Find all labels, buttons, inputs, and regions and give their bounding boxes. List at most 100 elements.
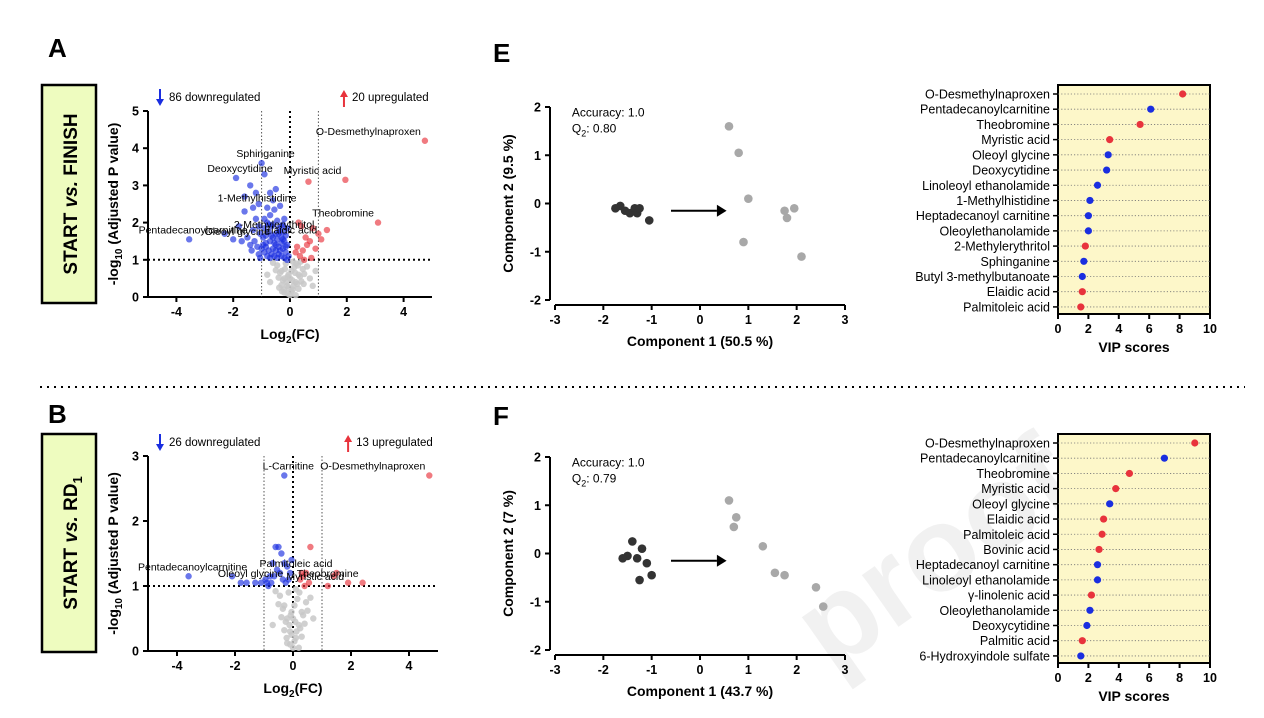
point-downregulated [281,472,288,479]
point-downregulated [288,556,295,564]
up-arrow-icon [339,90,348,97]
vip-feature-label: Pentadecanoylcarnitine [920,452,1050,466]
y-tick-label: 2 [132,216,139,230]
point-not-significant [272,588,279,595]
x-tick-label: -2 [598,313,609,327]
point-downregulated [269,560,276,567]
vip-score-point [1191,439,1199,447]
vip-score-point [1080,257,1088,265]
point-not-significant [278,614,285,621]
sample-point-start [637,544,647,553]
vip-score-point [1077,303,1085,311]
x-tick-label: -4 [171,659,182,673]
x-tick-label: 4 [406,659,413,673]
vip-score-point [1086,606,1094,614]
vip-feature-label: Linoleoyl ethanolamide [922,573,1050,587]
point-annotation: Pentadecanoylcarnitine [138,561,247,573]
point-upregulated [306,238,314,245]
point-upregulated [359,579,366,586]
point-upregulated [297,576,304,583]
point-not-significant [283,278,290,286]
panel-letter-e: E [493,38,510,68]
x-tick-label: 2 [793,663,800,677]
point-not-significant [302,599,310,606]
vip-score-point [1160,454,1168,462]
point-upregulated [315,230,322,237]
point-downregulated [251,238,258,245]
point-downregulated [278,550,285,557]
x-tick-label: 0 [697,663,704,677]
sample-point-end [729,522,739,532]
sample-point-end [739,237,748,247]
point-upregulated [312,245,319,252]
y-axis-title: Component 2 (7 %) [500,490,516,617]
point-annotation: O-Desmethylnaproxen [320,461,425,473]
point-annotation: Myristic acid [286,571,344,583]
point-downregulated [249,204,257,211]
point-downregulated [269,234,277,241]
point-not-significant [292,291,299,299]
point-downregulated [238,238,245,245]
vip-score-point [1084,227,1092,235]
point-upregulated [293,243,301,250]
point-downregulated [244,234,251,241]
point-upregulated [308,254,315,262]
point-annotation: L-Carnitine [263,461,315,473]
point-downregulated [241,193,248,200]
point-not-significant [301,270,308,278]
point-not-significant [300,280,307,288]
point-not-significant [309,282,316,290]
point-not-significant [275,601,282,608]
point-upregulated [318,236,325,243]
vip-plot-f: O-DesmethylnaproxenPentadecanoylcarnitin… [916,433,1217,704]
point-upregulated [302,234,309,241]
vip-feature-label: Linoleoyl ethanolamide [922,179,1050,193]
vip-score-point [1084,212,1092,220]
point-not-significant [276,592,284,599]
volcano-plot-a: -4 -2 0 2 4 0 1 2 3 4 5 O-Desmethylnaproxen Myristic… [105,89,432,346]
downregulated-count: 26 downregulated [169,437,260,449]
point-not-significant [266,278,274,286]
point-downregulated [261,224,268,232]
point-downregulated [257,579,265,586]
point-downregulated [256,230,264,237]
y-axis-title: Component 2 (9.5 %) [500,134,516,272]
point-downregulated [279,576,287,583]
sample-point-end [811,582,821,592]
vip-feature-label: O-Desmethylnaproxen [925,437,1050,451]
point-downregulated [275,230,282,237]
q2-stat: Q2: 0.80 [572,122,617,139]
y-tick-label: 0 [534,547,541,561]
point-not-significant [299,612,307,619]
vip-feature-label: Myristic acid [981,133,1050,147]
x-axis-title: VIP scores [1098,339,1170,355]
point-downregulated [252,215,260,223]
vip-feature-label: Oleoylethanolamide [940,604,1051,618]
sample-point-end [744,194,753,203]
vip-feature-label: Butyl 3-methylbutanoate [915,270,1050,284]
point-upregulated [295,219,302,226]
point-not-significant [296,589,303,596]
vip-feature-label: Sphinganine [980,255,1050,269]
point-upregulated [307,543,314,551]
point-downregulated [228,573,236,580]
x-tick-label: 0 [287,305,294,319]
y-tick-label: 0 [534,197,541,211]
point-annotation: Myristic acid [284,165,342,177]
x-tick-label: 0 [1055,322,1062,336]
point-upregulated [421,137,429,144]
y-tick-label: 3 [132,450,139,464]
x-tick-label: -1 [646,663,657,677]
sample-point-end [797,252,806,261]
point-downregulated [271,252,278,260]
vip-score-point [1136,120,1144,129]
point-not-significant [298,633,305,640]
point-downregulated [272,185,279,193]
point-not-significant [286,291,294,299]
vip-score-point [1083,621,1091,630]
point-not-significant [269,259,277,266]
vip-score-point [1078,637,1086,645]
point-downregulated [237,579,244,586]
sample-point-end [780,570,789,580]
point-downregulated [275,543,282,551]
